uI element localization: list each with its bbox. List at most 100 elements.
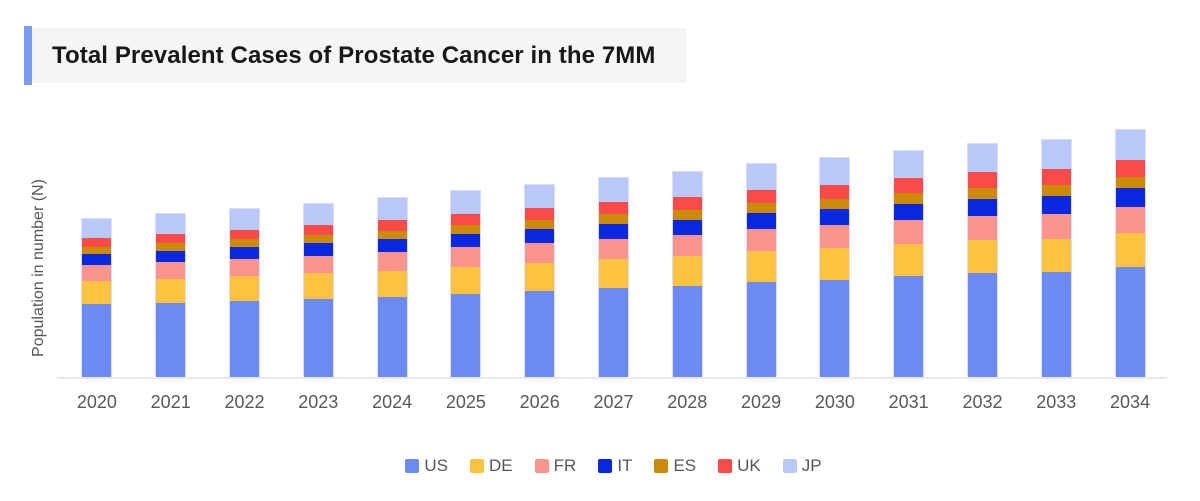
bar-2034-segment-fr[interactable] — [1115, 207, 1145, 233]
bar-2029-segment-uk[interactable] — [746, 189, 776, 204]
bar-2023-segment-us[interactable] — [303, 299, 333, 378]
bar-2034-segment-de[interactable] — [1115, 233, 1145, 267]
bar-2032[interactable] — [966, 142, 998, 378]
bar-2029-segment-jp[interactable] — [746, 163, 776, 190]
bar-2034[interactable] — [1114, 129, 1146, 378]
bar-2021-segment-it[interactable] — [156, 250, 186, 262]
bar-2031-segment-jp[interactable] — [894, 150, 924, 178]
bar-2028-segment-it[interactable] — [672, 219, 702, 235]
bar-2024-segment-uk[interactable] — [377, 220, 407, 231]
bar-2030-segment-es[interactable] — [820, 198, 850, 210]
legend-item-es[interactable]: ES — [654, 456, 696, 476]
bar-2034-segment-us[interactable] — [1115, 267, 1145, 378]
bar-2033-segment-jp[interactable] — [1041, 139, 1071, 169]
bar-2030[interactable] — [819, 156, 851, 378]
bar-2024-segment-jp[interactable] — [377, 198, 407, 221]
bar-2021-segment-us[interactable] — [156, 302, 186, 378]
bar-2028-segment-uk[interactable] — [672, 196, 702, 210]
bar-2029-segment-us[interactable] — [746, 281, 776, 378]
bar-2029[interactable] — [745, 162, 777, 378]
bar-2025-segment-fr[interactable] — [451, 247, 481, 267]
legend-item-fr[interactable]: FR — [534, 456, 576, 476]
bar-2020-segment-fr[interactable] — [82, 264, 112, 281]
bar-2027-segment-it[interactable] — [598, 224, 628, 239]
bar-2028[interactable] — [671, 170, 703, 378]
bar-2032-segment-es[interactable] — [967, 187, 997, 199]
legend-item-jp[interactable]: JP — [782, 456, 822, 476]
bar-2029-segment-es[interactable] — [746, 203, 776, 214]
bar-2029-segment-fr[interactable] — [746, 228, 776, 251]
bar-2028-segment-de[interactable] — [672, 256, 702, 286]
bar-2032-segment-jp[interactable] — [967, 143, 997, 172]
bar-2020-segment-jp[interactable] — [82, 218, 112, 238]
bar-2020[interactable] — [81, 217, 113, 378]
legend-item-de[interactable]: DE — [470, 456, 513, 476]
bar-2026-segment-us[interactable] — [525, 290, 555, 378]
bar-2022-segment-de[interactable] — [229, 276, 259, 301]
bar-2025[interactable] — [450, 190, 482, 378]
bar-2034-segment-uk[interactable] — [1115, 159, 1145, 177]
bar-2022-segment-es[interactable] — [229, 239, 259, 247]
bar-2024-segment-us[interactable] — [377, 297, 407, 378]
bar-2030-segment-it[interactable] — [820, 209, 850, 225]
bar-2026-segment-es[interactable] — [525, 219, 555, 229]
legend-item-it[interactable]: IT — [598, 456, 632, 476]
bar-2032-segment-fr[interactable] — [967, 216, 997, 240]
bar-2028-segment-fr[interactable] — [672, 234, 702, 256]
bar-2033-segment-es[interactable] — [1041, 185, 1071, 197]
bar-2027-segment-jp[interactable] — [598, 178, 628, 203]
bar-2034-segment-jp[interactable] — [1115, 130, 1145, 160]
bar-2033-segment-us[interactable] — [1041, 272, 1071, 378]
bar-2032-segment-us[interactable] — [967, 273, 997, 378]
bar-2026-segment-fr[interactable] — [525, 243, 555, 263]
bar-2026-segment-uk[interactable] — [525, 208, 555, 220]
bar-2031-segment-uk[interactable] — [894, 177, 924, 193]
bar-2023-segment-de[interactable] — [303, 273, 333, 299]
bar-2022[interactable] — [228, 208, 260, 378]
bar-2026-segment-de[interactable] — [525, 263, 555, 291]
bar-2026-segment-it[interactable] — [525, 229, 555, 243]
bar-2028-segment-us[interactable] — [672, 285, 702, 378]
bar-2023-segment-fr[interactable] — [303, 255, 333, 273]
bar-2033-segment-uk[interactable] — [1041, 168, 1071, 186]
bar-2030-segment-us[interactable] — [820, 279, 850, 378]
bar-2020-segment-it[interactable] — [82, 253, 112, 265]
bar-2021-segment-de[interactable] — [156, 278, 186, 303]
bar-2023[interactable] — [302, 202, 334, 378]
bar-2028-segment-es[interactable] — [672, 209, 702, 220]
legend-item-us[interactable]: US — [405, 456, 448, 476]
bar-2031-segment-fr[interactable] — [894, 220, 924, 244]
bar-2022-segment-jp[interactable] — [229, 209, 259, 230]
bar-2021-segment-fr[interactable] — [156, 262, 186, 279]
bar-2033-segment-fr[interactable] — [1041, 214, 1071, 239]
bar-2021[interactable] — [155, 213, 187, 378]
bar-2025-segment-de[interactable] — [451, 266, 481, 294]
bar-2022-segment-it[interactable] — [229, 247, 259, 259]
bar-2027[interactable] — [597, 177, 629, 378]
bar-2024-segment-es[interactable] — [377, 230, 407, 239]
bar-2027-segment-us[interactable] — [598, 287, 628, 378]
bar-2027-segment-de[interactable] — [598, 259, 628, 288]
bar-2034-segment-es[interactable] — [1115, 177, 1145, 188]
bar-2023-segment-jp[interactable] — [303, 203, 333, 226]
bar-2021-segment-es[interactable] — [156, 243, 186, 251]
legend-item-uk[interactable]: UK — [718, 456, 761, 476]
bar-2033-segment-it[interactable] — [1041, 196, 1071, 214]
bar-2022-segment-uk[interactable] — [229, 229, 259, 240]
bar-2026-segment-jp[interactable] — [525, 184, 555, 209]
bar-2029-segment-it[interactable] — [746, 213, 776, 229]
bar-2033-segment-de[interactable] — [1041, 238, 1071, 272]
bar-2021-segment-uk[interactable] — [156, 234, 186, 244]
bar-2025-segment-uk[interactable] — [451, 214, 481, 225]
bar-2027-segment-es[interactable] — [598, 214, 628, 224]
bar-2020-segment-uk[interactable] — [82, 237, 112, 247]
bar-2028-segment-jp[interactable] — [672, 171, 702, 197]
bar-2031[interactable] — [893, 149, 925, 378]
bar-2021-segment-jp[interactable] — [156, 214, 186, 235]
bar-2032-segment-de[interactable] — [967, 240, 997, 273]
bar-2030-segment-uk[interactable] — [820, 184, 850, 199]
bar-2031-segment-es[interactable] — [894, 192, 924, 204]
bar-2031-segment-us[interactable] — [894, 276, 924, 378]
bar-2023-segment-it[interactable] — [303, 243, 333, 256]
bar-2024-segment-fr[interactable] — [377, 252, 407, 271]
